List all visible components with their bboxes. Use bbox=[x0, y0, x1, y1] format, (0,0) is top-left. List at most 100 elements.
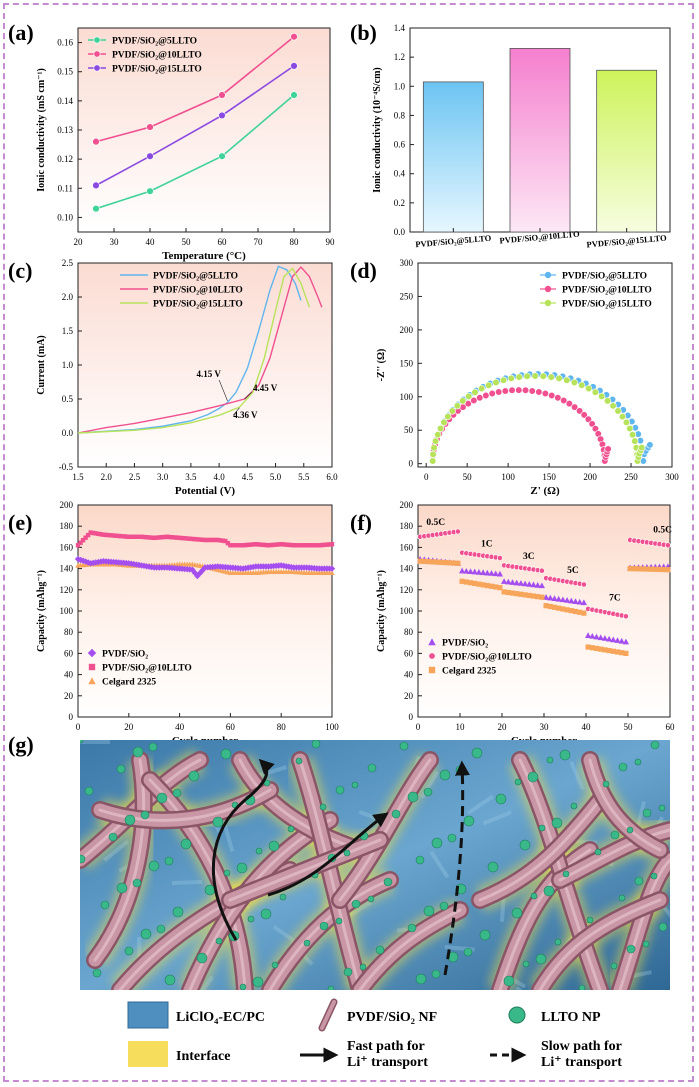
data-point bbox=[253, 542, 258, 547]
data-point bbox=[448, 407, 456, 415]
legend-label: Interface bbox=[176, 1049, 230, 1064]
llto-nanoparticle bbox=[407, 923, 417, 933]
llto-nanoparticle bbox=[164, 856, 174, 866]
data-point bbox=[618, 637, 625, 644]
llto-nanoparticle bbox=[80, 740, 84, 744]
data-point bbox=[564, 607, 570, 613]
data-point bbox=[577, 609, 583, 615]
data-point bbox=[174, 535, 180, 540]
data-point bbox=[225, 540, 231, 546]
x-tick-label: 100 bbox=[325, 722, 339, 732]
data-point bbox=[88, 530, 93, 535]
data-point bbox=[136, 534, 142, 539]
data-point bbox=[623, 650, 629, 656]
llto-nanoparticle bbox=[610, 830, 620, 840]
data-point bbox=[194, 572, 201, 580]
data-point bbox=[276, 542, 281, 547]
data-point bbox=[429, 457, 437, 465]
legend-label-line: Li⁺ transport bbox=[541, 1055, 622, 1070]
llto-nanoparticle bbox=[578, 984, 586, 990]
data-point bbox=[507, 374, 515, 382]
legend-label: Fast path for Li⁺ transport bbox=[347, 1039, 428, 1070]
schematic-legend: LiClO₄-EC/PC PVDF/SiO₂ NF LLTO NP Interface… bbox=[127, 998, 622, 1070]
data-point bbox=[144, 535, 149, 540]
y-tick-label: 0.12 bbox=[57, 154, 73, 164]
data-point bbox=[299, 543, 304, 548]
data-point bbox=[92, 137, 100, 146]
x-tick-label: 10 bbox=[456, 722, 466, 732]
y-tick-label: 1.2 bbox=[394, 52, 405, 62]
llto-nanoparticle bbox=[610, 962, 618, 970]
data-point bbox=[492, 378, 500, 387]
rate-label: 0.5C bbox=[426, 518, 445, 528]
fast-path-arrow bbox=[267, 812, 389, 897]
llto-nanoparticle bbox=[116, 882, 128, 894]
x-tick-label: 50 bbox=[624, 722, 634, 732]
data-point bbox=[268, 542, 274, 548]
legend-label: Celgard 2325 bbox=[102, 678, 156, 688]
data-point bbox=[324, 542, 330, 547]
llto-nanoparticle bbox=[84, 786, 94, 796]
rate-label: 3C bbox=[523, 552, 535, 562]
nanofiber-highlight bbox=[228, 838, 382, 902]
illustration-scene bbox=[80, 740, 670, 990]
nanofiber-highlight bbox=[558, 828, 670, 882]
data-point bbox=[480, 569, 487, 576]
data-point bbox=[312, 543, 317, 548]
x-tick-label: 4.0 bbox=[213, 472, 225, 482]
data-point bbox=[465, 392, 473, 400]
data-point bbox=[80, 537, 86, 543]
panel-label: (a) bbox=[8, 20, 34, 45]
data-point bbox=[421, 558, 427, 565]
x-tick-label: 20 bbox=[124, 722, 134, 732]
y-tick-label: 40 bbox=[404, 670, 414, 680]
llto-nanoparticle bbox=[586, 916, 594, 924]
llto-nanoparticle bbox=[215, 937, 223, 945]
data-point bbox=[499, 376, 508, 384]
data-point bbox=[207, 537, 213, 543]
data-point bbox=[580, 599, 587, 606]
y-tick-label: 60 bbox=[404, 648, 414, 658]
llto-nanoparticle bbox=[124, 946, 134, 956]
data-point bbox=[631, 437, 639, 445]
llto-nanoparticle bbox=[351, 781, 359, 789]
data-point bbox=[329, 570, 335, 576]
x-tick-label: 5.0 bbox=[270, 472, 282, 482]
data-point bbox=[453, 402, 461, 410]
y-tick-label: 1.5 bbox=[62, 326, 74, 336]
data-point bbox=[85, 532, 91, 538]
data-point bbox=[488, 583, 495, 589]
y-tick-label: 0 bbox=[409, 712, 414, 722]
data-point bbox=[434, 431, 442, 439]
data-point bbox=[79, 557, 87, 564]
nanofiber-highlight bbox=[498, 848, 592, 990]
data-point bbox=[157, 535, 162, 540]
llto-nanoparticle bbox=[100, 900, 110, 910]
data-point bbox=[523, 372, 531, 380]
data-point bbox=[87, 648, 97, 658]
y-tick-label: 100 bbox=[60, 606, 74, 616]
data-point bbox=[141, 534, 147, 540]
llto-nanoparticle bbox=[463, 947, 473, 957]
y-tick-label: 0.0 bbox=[62, 428, 74, 438]
data-point bbox=[638, 444, 646, 452]
data-point bbox=[212, 537, 218, 543]
data-point bbox=[187, 536, 192, 541]
data-point bbox=[205, 537, 210, 543]
llto-nanoparticle bbox=[431, 837, 443, 849]
data-point bbox=[436, 424, 445, 433]
chart-c: (c) 1.5 2.0 2.5 3.0 3.5 4.0 4.5 5.0 5.5 6.0 -0.5 0.0… bbox=[8, 258, 338, 497]
data-point bbox=[644, 566, 650, 572]
llto-nanoparticle bbox=[335, 917, 343, 925]
legend-label: PVDF/SiO₂@5LLTO bbox=[112, 37, 197, 47]
data-point bbox=[665, 567, 671, 573]
y-tick-label: 0.8 bbox=[394, 110, 406, 120]
llto-nanoparticle bbox=[148, 742, 158, 752]
data-point bbox=[496, 555, 503, 561]
data-point bbox=[149, 535, 154, 540]
x-axis-label: Potential (V) bbox=[175, 485, 236, 497]
llto-nanoparticle bbox=[92, 968, 102, 978]
y-tick-label: 1.0 bbox=[394, 81, 406, 91]
nanofiber-highlight bbox=[478, 798, 602, 902]
